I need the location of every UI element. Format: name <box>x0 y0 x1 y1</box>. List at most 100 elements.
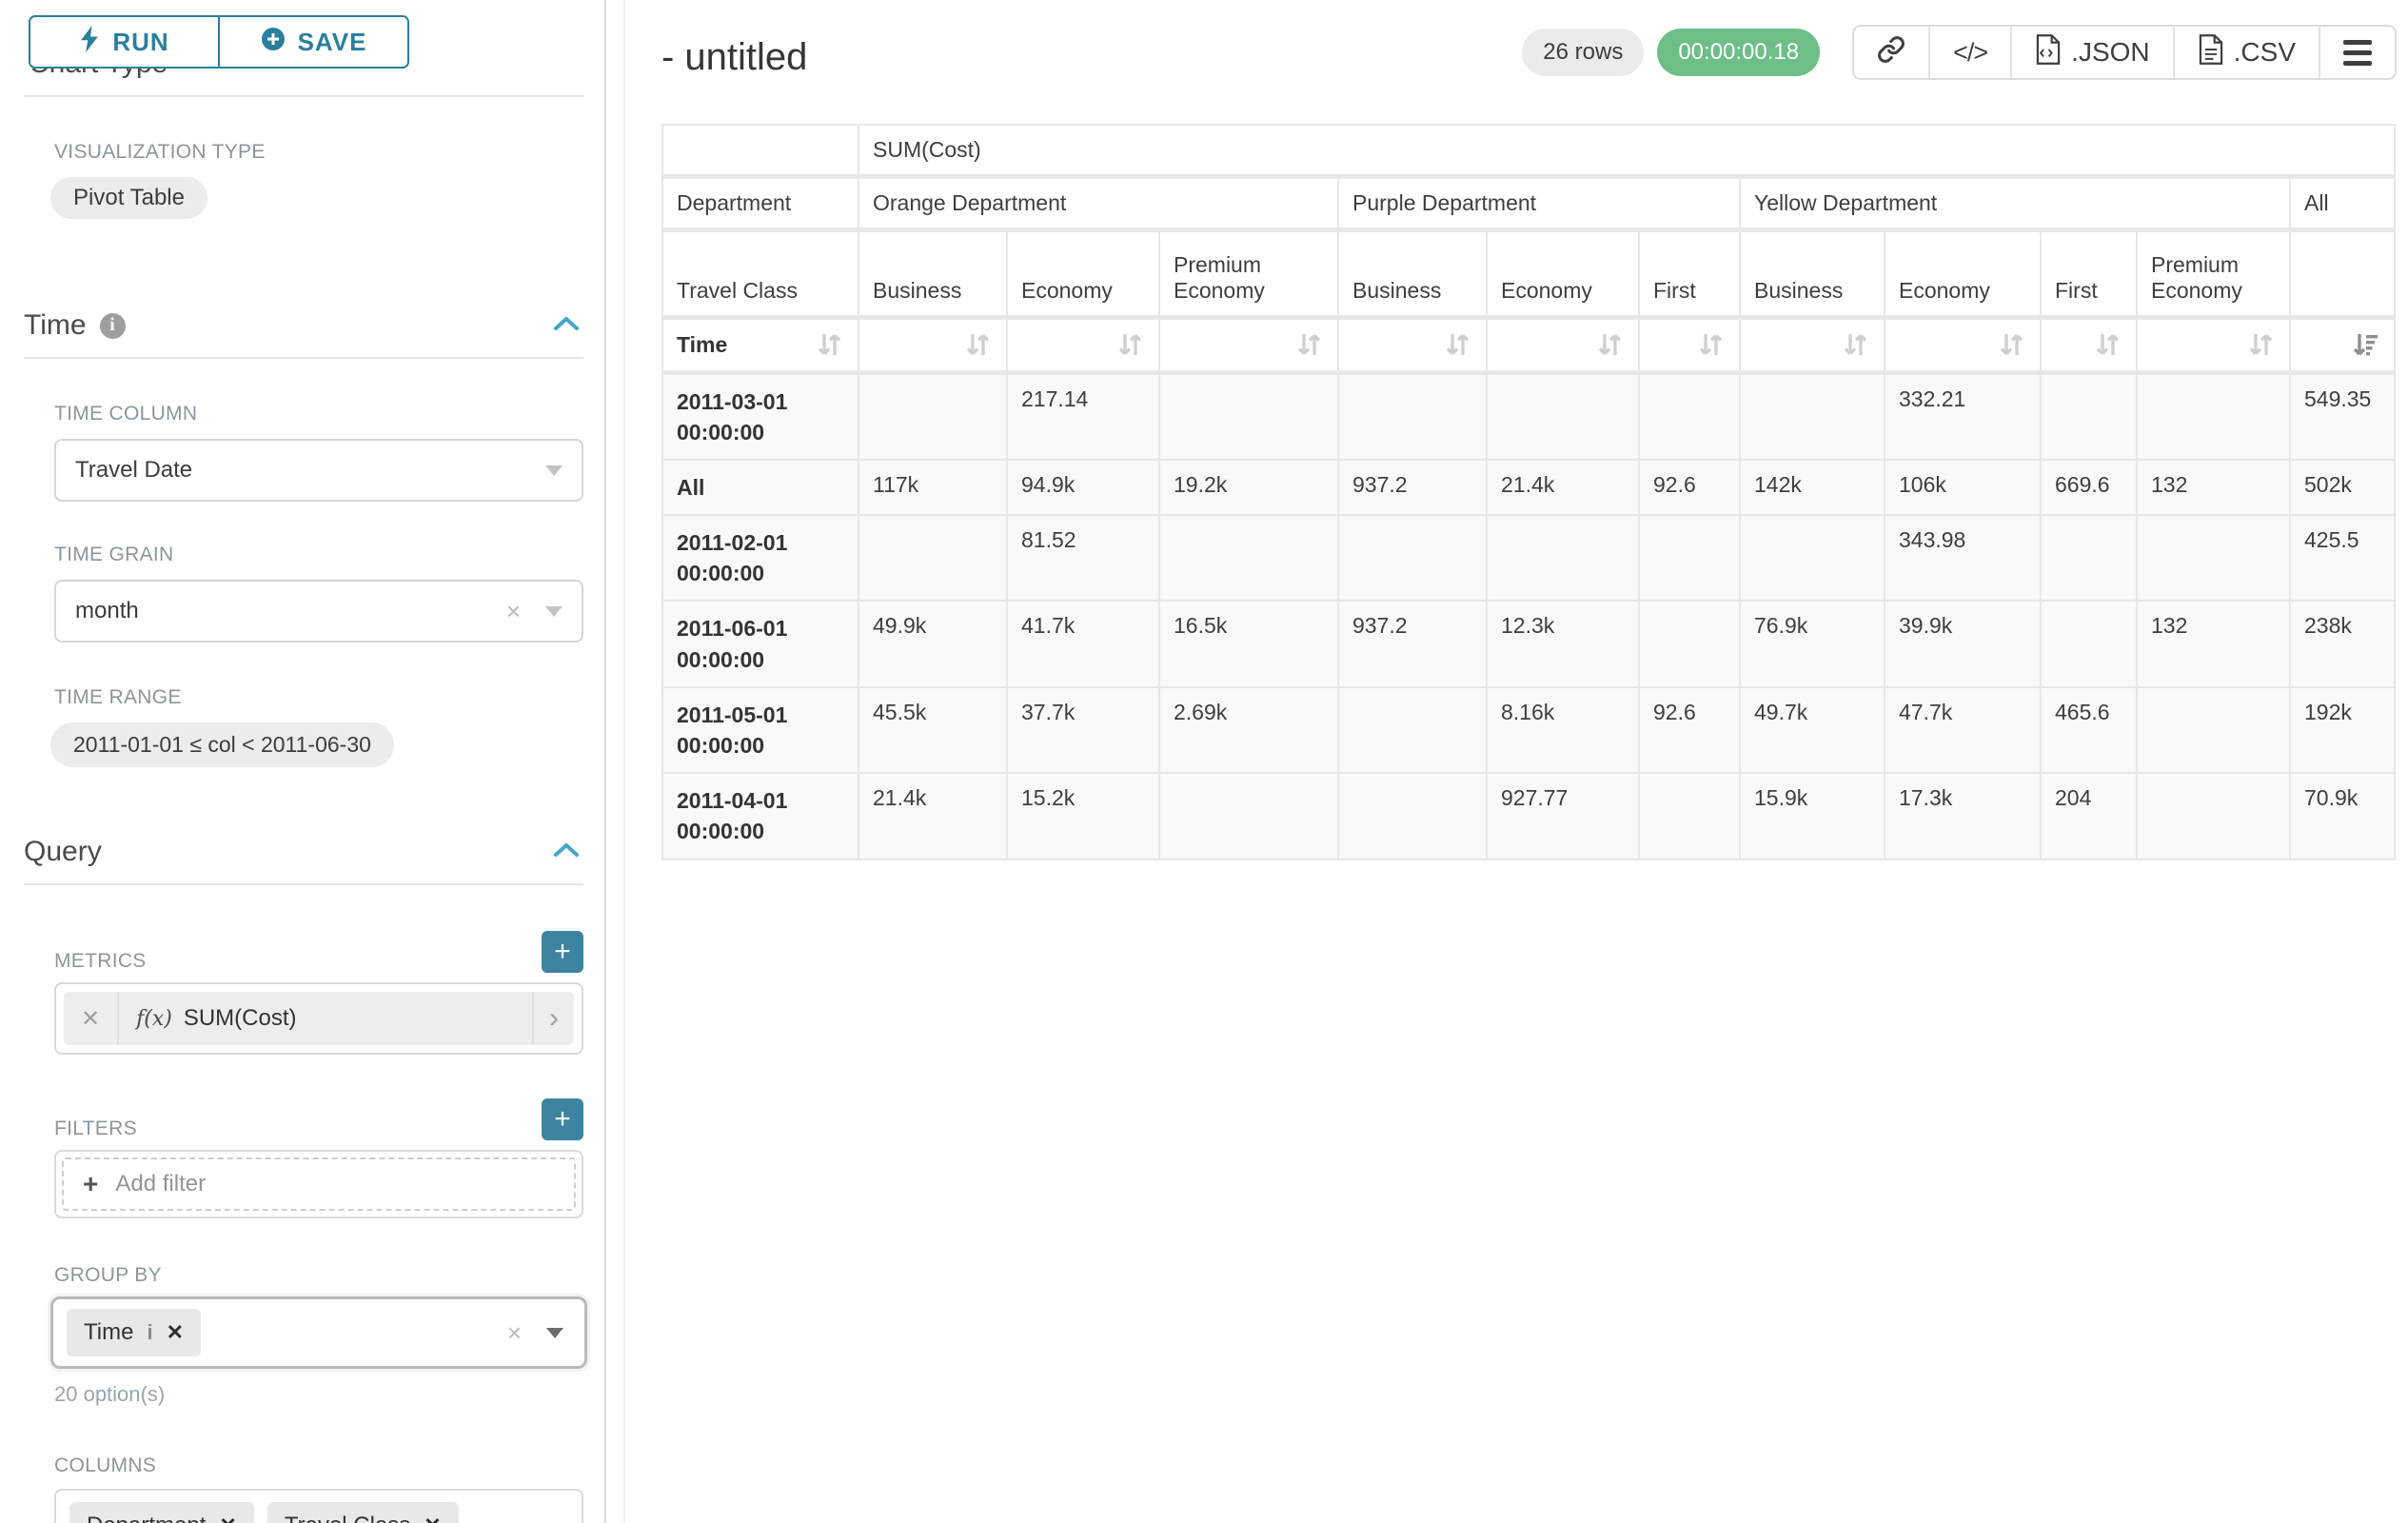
sort-cell <box>1486 316 1640 375</box>
sort-icon[interactable] <box>962 329 993 360</box>
value-cell: 92.6 <box>1638 685 1741 775</box>
columns-pills: Department ✕ Travel Class ✕ <box>69 1502 568 1523</box>
time-dimension-label: Time <box>677 331 728 357</box>
sort-row-header: Time <box>661 316 859 375</box>
time-column-select[interactable]: Travel Date <box>54 439 583 502</box>
sort-icon[interactable] <box>2245 329 2276 360</box>
info-icon[interactable]: i <box>147 1320 153 1344</box>
metric-pill[interactable]: ✕ f(x) SUM(Cost) › <box>64 992 574 1045</box>
chart-panel: - untitled 26 rows 00:00:00.18 </> <box>625 0 2408 1523</box>
chevron-up-icon[interactable] <box>552 841 581 863</box>
section-divider <box>24 95 583 97</box>
clear-icon[interactable]: × <box>505 597 521 625</box>
remove-pill-icon[interactable]: ✕ <box>424 1513 441 1523</box>
dimension-pill[interactable]: Department ✕ <box>69 1502 254 1523</box>
time-grain-label: TIME GRAIN <box>54 544 174 565</box>
value-cell <box>2136 772 2291 860</box>
menu-button[interactable] <box>2319 27 2395 78</box>
value-cell: 16.5k <box>1158 600 1339 688</box>
sort-icon[interactable] <box>2092 329 2122 360</box>
chart-title[interactable]: - untitled <box>661 35 808 78</box>
sort-icon[interactable] <box>1442 329 1472 360</box>
sort-icon[interactable] <box>1115 329 1145 360</box>
remove-pill-icon[interactable]: ✕ <box>219 1513 236 1523</box>
control-panel-sidebar: RUN SAVE Chart Type VISUALIZATION TYPE P… <box>0 0 606 1523</box>
link-icon <box>1877 35 1905 70</box>
sort-icon[interactable] <box>1594 329 1625 360</box>
chevron-down-icon[interactable] <box>546 1327 563 1338</box>
value-cell: 927.77 <box>1486 772 1640 860</box>
remove-pill-icon[interactable]: ✕ <box>166 1320 185 1344</box>
clear-icon[interactable]: × <box>506 1318 522 1347</box>
query-timer-badge: 00:00:00.18 <box>1657 29 1821 76</box>
control-panel-scroll[interactable]: Chart Type VISUALIZATION TYPE Pivot Tabl… <box>0 48 604 1523</box>
value-cell: 502k <box>2288 458 2397 517</box>
value-cell: 76.9k <box>1739 600 1885 688</box>
code-icon: </> <box>1953 37 1988 67</box>
value-cell: 192k <box>2288 685 2397 775</box>
value-cell: 425.5 <box>2288 514 2397 603</box>
chevron-up-icon[interactable] <box>552 315 581 337</box>
save-button[interactable]: SAVE <box>218 17 407 67</box>
columns-box[interactable]: Department✕Travel Class✕ × <box>54 1489 583 1523</box>
add-metric-button[interactable]: + <box>542 931 583 973</box>
time-grain-select[interactable]: month × <box>54 580 583 643</box>
value-cell <box>1337 685 1488 775</box>
value-cell: 12.3k <box>1486 600 1640 688</box>
section-divider <box>24 357 583 359</box>
value-cell: 937.2 <box>1337 600 1488 688</box>
time-column-value: Travel Date <box>75 457 193 483</box>
value-cell: 204 <box>2040 772 2138 860</box>
sort-icon[interactable] <box>1293 329 1324 360</box>
value-cell: 21.4k <box>858 772 1008 860</box>
run-button[interactable]: RUN <box>30 17 218 67</box>
value-cell <box>1158 772 1339 860</box>
sort-icon[interactable] <box>1695 329 1726 360</box>
share-link-button[interactable] <box>1854 27 1928 78</box>
dimension-pill[interactable]: Travel Class ✕ <box>266 1502 459 1523</box>
export-csv-button[interactable]: .CSV <box>2172 27 2319 78</box>
sort-cell <box>1638 316 1741 375</box>
table-row: 2011-05-01 00:00:00 45.5k 37.7k 2.69k 8.16k 9… <box>661 685 2397 775</box>
value-cell <box>1158 371 1339 461</box>
function-icon: f(x) <box>136 1006 172 1031</box>
group-by-box[interactable]: Time i ✕ × <box>50 1296 587 1369</box>
export-json-button[interactable]: .JSON <box>2010 27 2172 78</box>
panel-resize-gutter[interactable] <box>606 0 625 1523</box>
add-filter-dropzone[interactable]: + Add filter <box>62 1157 576 1211</box>
sort-icon[interactable] <box>1996 329 2026 360</box>
time-range-value[interactable]: 2011-01-01 ≤ col < 2011-06-30 <box>50 722 394 767</box>
sort-desc-icon[interactable] <box>2350 329 2380 360</box>
value-cell <box>2136 371 2291 461</box>
value-cell: 217.14 <box>1006 371 1160 461</box>
info-icon[interactable]: i <box>99 312 126 339</box>
visualization-type-value[interactable]: Pivot Table <box>50 177 207 219</box>
sort-icon[interactable] <box>814 329 844 360</box>
save-button-label: SAVE <box>297 27 367 56</box>
value-cell: 106k <box>1884 458 2042 517</box>
value-cell <box>1337 371 1488 461</box>
value-cell: 70.9k <box>2288 772 2397 860</box>
query-section-header: Query <box>24 836 581 868</box>
add-filter-button[interactable]: + <box>542 1098 583 1140</box>
json-button-label: .JSON <box>2071 37 2150 67</box>
chevron-down-icon[interactable] <box>545 605 563 617</box>
chevron-right-icon[interactable]: › <box>532 992 574 1045</box>
value-cell: 332.21 <box>1884 371 2042 461</box>
view-query-button[interactable]: </> <box>1928 27 2010 78</box>
travel-class-header: Business <box>858 228 1008 320</box>
row-label-cell: 2011-05-01 00:00:00 <box>661 685 859 775</box>
group-by-label: GROUP BY <box>54 1264 162 1286</box>
remove-metric-icon[interactable]: ✕ <box>64 992 120 1045</box>
row-label-cell: 2011-06-01 00:00:00 <box>661 600 859 688</box>
sort-icon[interactable] <box>1840 329 1870 360</box>
sort-cell <box>1884 316 2042 375</box>
metrics-label: METRICS <box>54 950 147 972</box>
dimension-pill[interactable]: Time i ✕ <box>67 1309 202 1356</box>
sort-cell <box>1006 316 1160 375</box>
corner-cell <box>661 124 859 179</box>
time-range-label: TIME RANGE <box>54 686 182 708</box>
value-cell: 937.2 <box>1337 458 1488 517</box>
group-by-pills: Time i ✕ <box>67 1309 202 1356</box>
chevron-down-icon[interactable] <box>545 465 563 476</box>
